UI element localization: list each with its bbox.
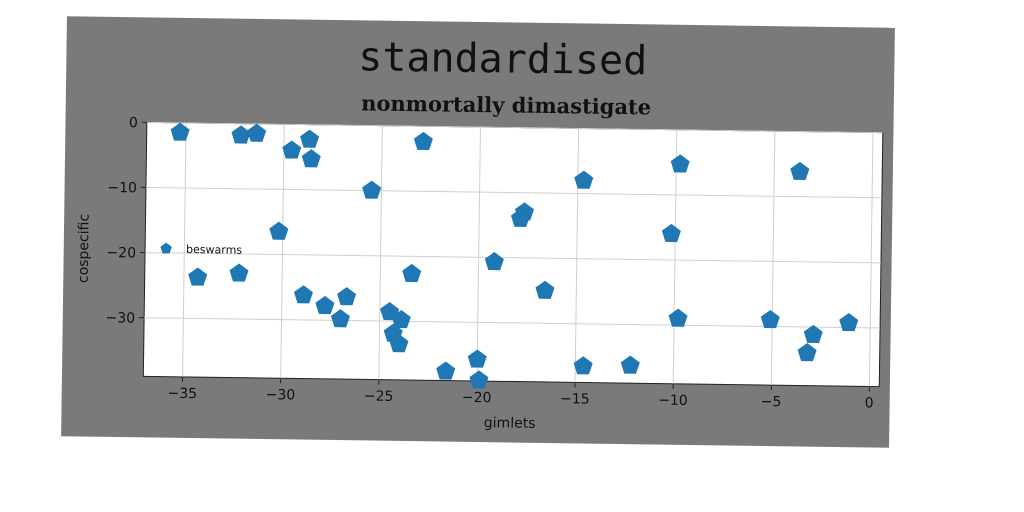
data-point <box>510 208 530 227</box>
legend: beswarms <box>160 242 242 257</box>
chart-suptitle: standardised <box>358 34 648 84</box>
y-grid-line <box>146 121 883 134</box>
y-grid-line <box>145 186 882 199</box>
data-point <box>574 170 594 189</box>
chart-title: nonmortally dimastigate <box>361 90 651 119</box>
grid-lines <box>139 121 883 392</box>
x-grid-line <box>280 124 285 379</box>
data-point <box>315 295 335 315</box>
x-tick-label: −15 <box>560 391 590 407</box>
data-point <box>337 287 357 306</box>
data-point <box>467 349 487 368</box>
x-tick-label: −20 <box>462 390 492 406</box>
x-tick-label: −35 <box>167 386 197 402</box>
data-point <box>620 355 640 374</box>
data-point <box>269 221 289 240</box>
data-point <box>535 280 555 299</box>
data-point <box>803 324 823 344</box>
data-point <box>760 309 780 329</box>
data-point <box>413 131 433 151</box>
x-grid-line <box>476 127 481 382</box>
data-point <box>362 180 382 199</box>
x-tick-label: 0 <box>865 395 874 411</box>
data-point <box>391 310 411 329</box>
data-point <box>170 122 190 141</box>
y-axis-label: cospecific <box>76 214 93 283</box>
data-point <box>573 356 593 375</box>
data-point <box>469 370 489 389</box>
y-tick-label: −10 <box>107 180 137 196</box>
data-points <box>170 122 859 389</box>
x-tick-label: −25 <box>364 388 394 404</box>
legend-marker <box>160 242 172 254</box>
data-point <box>797 343 817 362</box>
x-tick-label: −30 <box>266 387 296 403</box>
data-point <box>661 223 681 243</box>
x-grid-line <box>770 131 776 386</box>
data-point <box>301 149 321 168</box>
x-grid-line <box>574 128 580 383</box>
y-tick-label: −30 <box>105 310 135 326</box>
x-grid-line <box>182 122 187 377</box>
x-grid-line <box>378 125 383 380</box>
y-tick-label: 0 <box>129 115 138 131</box>
data-point <box>668 308 688 327</box>
y-grid-line <box>144 317 881 329</box>
data-point <box>402 263 422 283</box>
data-point <box>839 313 859 332</box>
x-tick-label: −10 <box>658 393 688 409</box>
data-point <box>293 285 313 304</box>
tick-labels: −35 −30 −25 −20 −15 −10 −5 0 0 −10 −20 −30 <box>105 115 874 411</box>
data-point <box>330 309 350 328</box>
data-point <box>247 123 267 142</box>
data-point <box>436 361 456 380</box>
x-tick-label: −5 <box>761 394 782 410</box>
data-point <box>670 154 690 173</box>
y-grid-line <box>145 252 881 264</box>
data-point <box>188 267 208 286</box>
x-grid-line <box>868 132 874 387</box>
x-axis-label: gimlets <box>484 415 536 432</box>
y-tick-label: −20 <box>106 245 136 261</box>
data-point <box>790 161 810 181</box>
data-point <box>300 129 320 148</box>
data-point <box>231 125 251 144</box>
data-point <box>484 252 504 271</box>
legend-label: beswarms <box>186 243 242 257</box>
data-point <box>282 140 302 159</box>
data-point <box>389 334 409 353</box>
data-point <box>229 263 249 282</box>
